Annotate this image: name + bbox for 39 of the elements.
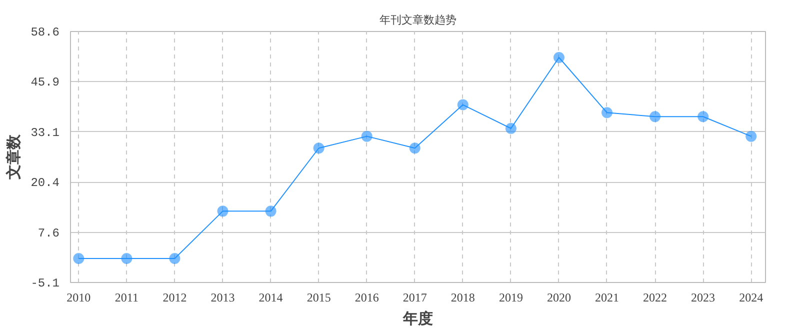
- x-tick-label: 2023: [691, 290, 716, 304]
- x-tick-label: 2012: [162, 290, 187, 304]
- x-tick-label: 2018: [450, 290, 475, 304]
- y-tick-label: 20.4: [30, 176, 60, 190]
- y-tick-label: 45.9: [30, 76, 60, 90]
- x-tick-label: 2011: [114, 290, 138, 304]
- x-axis-title: 年度: [402, 310, 433, 328]
- x-tick-label: 2017: [402, 290, 427, 304]
- point: [265, 206, 276, 217]
- point: [505, 122, 516, 134]
- point: [73, 252, 84, 264]
- x-tick-label: 2016: [354, 290, 379, 304]
- y-tick-label: 7.6: [38, 226, 60, 240]
- point: [746, 130, 757, 142]
- y-tick-label: 33.1: [30, 126, 60, 140]
- point: [217, 206, 228, 217]
- x-tick-label: 2024: [739, 290, 764, 304]
- y-tick-label: -5.1: [30, 276, 60, 290]
- x-tick-label: 2019: [498, 290, 523, 304]
- point: [169, 252, 180, 264]
- x-tick-label: 2021: [595, 290, 619, 304]
- point: [457, 99, 468, 110]
- point: [602, 107, 612, 118]
- point: [361, 130, 372, 142]
- point: [553, 52, 564, 63]
- x-tick-label: 2020: [546, 290, 571, 304]
- point: [409, 142, 420, 154]
- point: [650, 111, 661, 122]
- point: [121, 252, 132, 264]
- y-tick-label: 58.6: [30, 26, 60, 40]
- x-tick-label: 2010: [66, 290, 91, 304]
- x-tick-label: 2015: [306, 290, 331, 304]
- point: [698, 111, 709, 122]
- chart-title: 年刊文章数趋势: [380, 14, 456, 26]
- x-tick-label: 2013: [210, 290, 235, 304]
- point: [313, 142, 324, 154]
- y-axis-title: 文章数: [4, 134, 23, 180]
- x-tick-label: 2022: [643, 290, 668, 304]
- x-tick-label: 2014: [258, 290, 283, 304]
